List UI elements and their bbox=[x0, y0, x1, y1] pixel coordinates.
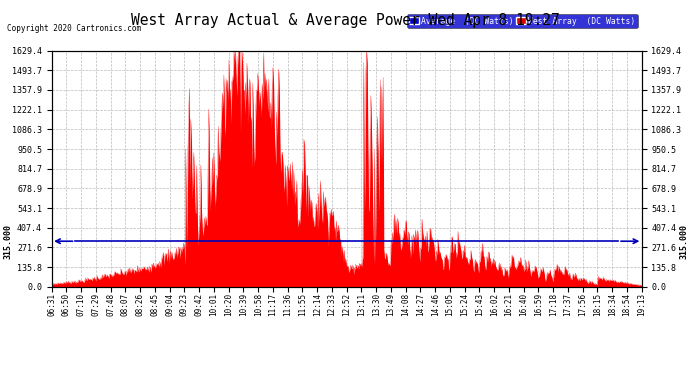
Text: Copyright 2020 Cartronics.com: Copyright 2020 Cartronics.com bbox=[7, 24, 141, 33]
Legend: Average  (DC Watts), West Array  (DC Watts): Average (DC Watts), West Array (DC Watts… bbox=[407, 15, 638, 27]
Text: West Array Actual & Average Power Wed Apr 8 19:27: West Array Actual & Average Power Wed Ap… bbox=[130, 13, 560, 28]
Text: 315.000: 315.000 bbox=[3, 224, 12, 259]
Text: 315.000: 315.000 bbox=[680, 224, 689, 259]
